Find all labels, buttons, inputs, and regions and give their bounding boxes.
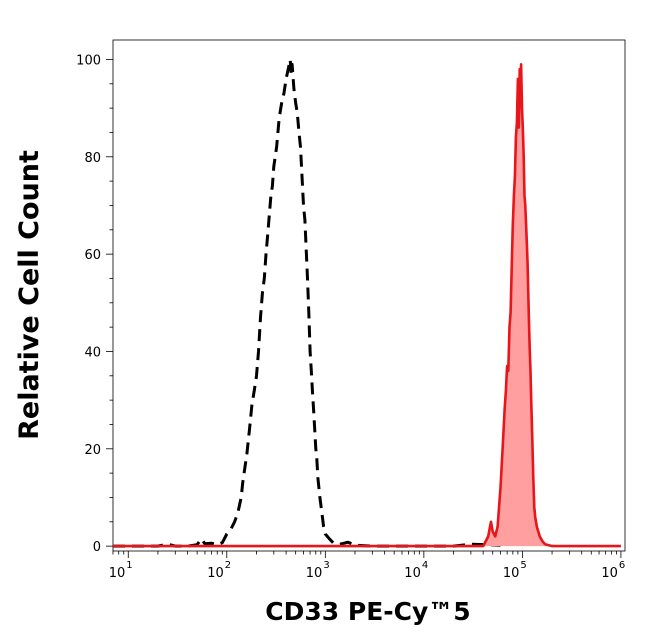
series-layer [113,58,621,548]
series-2-line [113,63,621,548]
y-tick-label: 20 [84,443,101,458]
x-tick-label: 10 [404,566,421,581]
y-axis-ticks: 0 20 40 60 80 100 [76,53,113,555]
x-tick-exponent: 6 [619,560,625,571]
series-2-area [113,64,621,547]
x-tick-label: 10 [306,566,323,581]
y-tick-label: 40 [84,345,101,360]
x-tick-exponent: 5 [520,560,526,571]
series-1-line [113,58,501,548]
x-tick-exponent: 3 [323,560,329,571]
x-tick-exponent: 4 [422,560,428,571]
x-tick-label: 10 [503,566,520,581]
y-axis-title: Relative Cell Count [14,150,45,440]
x-tick-label: 10 [601,566,618,581]
x-axis-title: CD33 PE-Cy™5 [265,597,470,626]
x-tick-label: 10 [207,566,224,581]
x-tick-exponent: 1 [126,560,132,571]
plot-frame [112,39,626,552]
x-tick-exponent: 2 [225,560,231,571]
y-tick-label: 60 [84,248,101,263]
x-tick-label: 10 [109,566,126,581]
y-tick-label: 80 [84,151,101,166]
y-tick-label: 100 [76,53,101,68]
y-tick-label: 0 [93,540,101,555]
